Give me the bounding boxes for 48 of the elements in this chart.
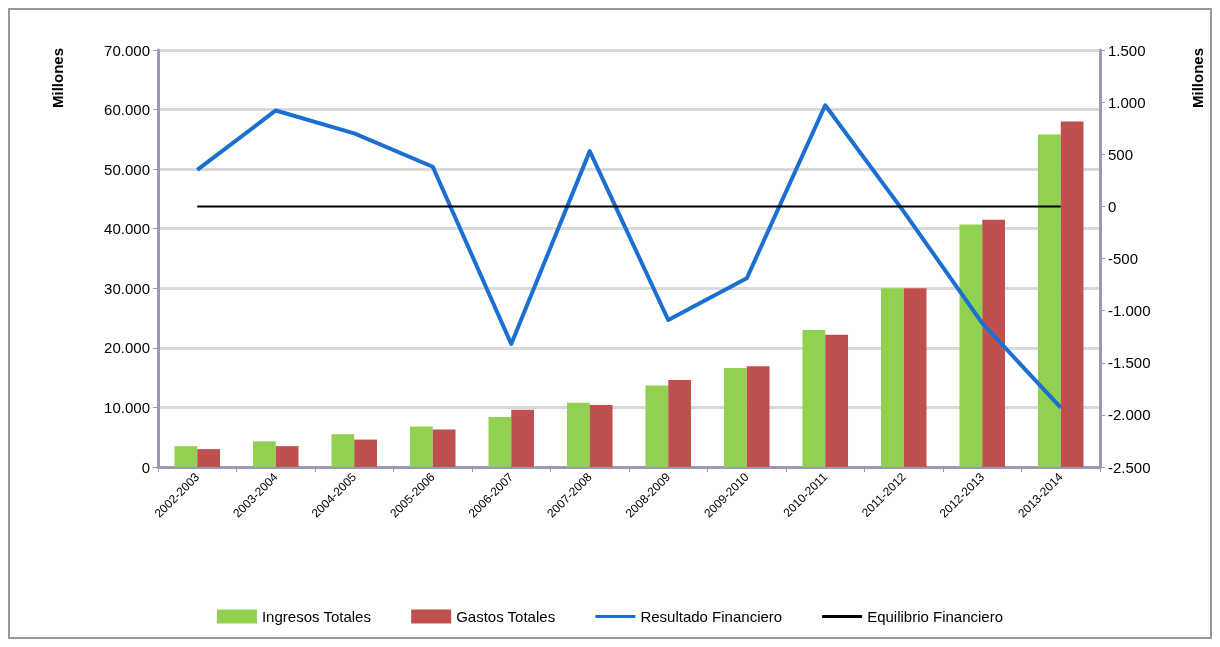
y2-axis-title: Millones — [1189, 47, 1206, 109]
y2-tick-label: 1.500 — [1108, 41, 1146, 59]
y-tick-label: 0 — [141, 458, 150, 476]
bar — [959, 224, 983, 467]
bar — [645, 385, 669, 467]
bar — [488, 416, 512, 467]
bar — [275, 446, 299, 467]
legend-label: Ingresos Totales — [261, 608, 371, 625]
y-tick-label: 40.000 — [104, 220, 150, 238]
bar — [802, 329, 826, 467]
bar — [825, 334, 849, 467]
bar — [354, 439, 378, 467]
y2-tick-label: 1.000 — [1108, 93, 1146, 111]
bar — [903, 288, 927, 467]
bar — [668, 380, 692, 467]
y2-tick-label: -2.500 — [1108, 458, 1151, 476]
y2-tick-label: -1.500 — [1108, 354, 1151, 372]
bar — [174, 446, 198, 467]
y-tick-label: 30.000 — [104, 279, 150, 297]
bar — [746, 366, 770, 467]
bar — [197, 449, 221, 467]
y2-tick-label: 500 — [1108, 145, 1134, 163]
bar — [252, 441, 276, 467]
bar — [1060, 121, 1084, 467]
y-axis-title: Millones — [49, 47, 66, 109]
y2-tick-label: 0 — [1108, 197, 1117, 215]
bar — [331, 434, 355, 467]
bar — [566, 402, 590, 467]
legend-label: Resultado Financiero — [640, 608, 783, 625]
bar — [589, 405, 613, 467]
y-tick-label: 60.000 — [104, 101, 150, 119]
y2-tick-label: -2.000 — [1108, 406, 1151, 424]
legend-label: Equilibrio Financiero — [867, 608, 1004, 625]
line-series — [195, 103, 1063, 410]
y-tick-label: 50.000 — [104, 160, 150, 178]
bar — [432, 429, 456, 467]
bar — [409, 426, 433, 467]
bar — [511, 409, 535, 467]
y-tick-label: 70.000 — [104, 41, 150, 59]
bar — [723, 368, 747, 467]
y-tick-label: 10.000 — [104, 398, 150, 416]
y2-tick-label: -500 — [1108, 250, 1139, 267]
y-tick-label: 20.000 — [104, 339, 150, 357]
legend-label: Gastos Totales — [456, 608, 556, 625]
bar — [880, 288, 904, 467]
y2-tick-label: -1.000 — [1108, 302, 1151, 320]
bar — [1037, 134, 1061, 467]
bar — [982, 219, 1006, 467]
